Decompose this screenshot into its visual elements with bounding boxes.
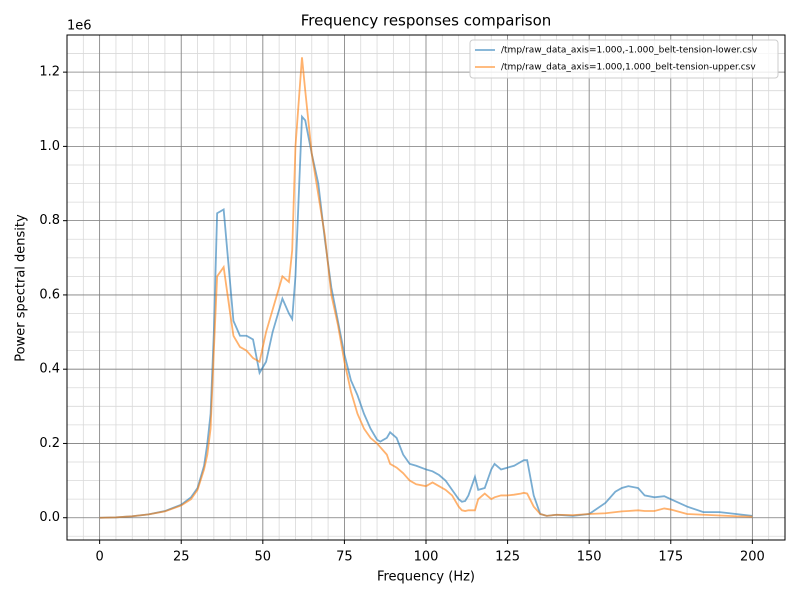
- chart-title: Frequency responses comparison: [301, 12, 552, 30]
- x-tick-label: 175: [658, 550, 683, 565]
- series-line: [99, 57, 753, 519]
- y-tick-label: 0.6: [39, 287, 60, 302]
- legend: /tmp/raw_data_axis=1.000,-1.000_belt-ten…: [469, 39, 779, 79]
- y-tick-label: 0.2: [39, 436, 60, 451]
- x-tick-label: 100: [414, 550, 439, 565]
- x-axis-label: Frequency (Hz): [377, 570, 475, 585]
- x-tick-label: 200: [740, 550, 765, 565]
- legend-label: /tmp/raw_data_axis=1.000,-1.000_belt-ten…: [501, 46, 758, 56]
- plot-frame: [66, 34, 786, 541]
- y-tick-label: 0.0: [39, 510, 60, 525]
- y-tick-label: 0.8: [39, 213, 60, 228]
- x-tick-label: 75: [336, 550, 353, 565]
- y-tick-label: 1.0: [39, 139, 60, 154]
- legend-label: /tmp/raw_data_axis=1.000,1.000_belt-tens…: [501, 63, 756, 73]
- x-tick-label: 50: [255, 550, 272, 565]
- y-tick-label: 1.2: [39, 65, 60, 80]
- x-tick-label: 0: [95, 550, 103, 565]
- y-offset-label: 1e6: [67, 19, 92, 34]
- legend-box: [469, 39, 779, 79]
- x-tick-label: 150: [577, 550, 602, 565]
- x-tick-label: 125: [495, 550, 520, 565]
- y-tick-label: 0.4: [39, 362, 60, 377]
- y-axis-label: Power spectral density: [14, 214, 29, 362]
- x-tick-label: 25: [173, 550, 190, 565]
